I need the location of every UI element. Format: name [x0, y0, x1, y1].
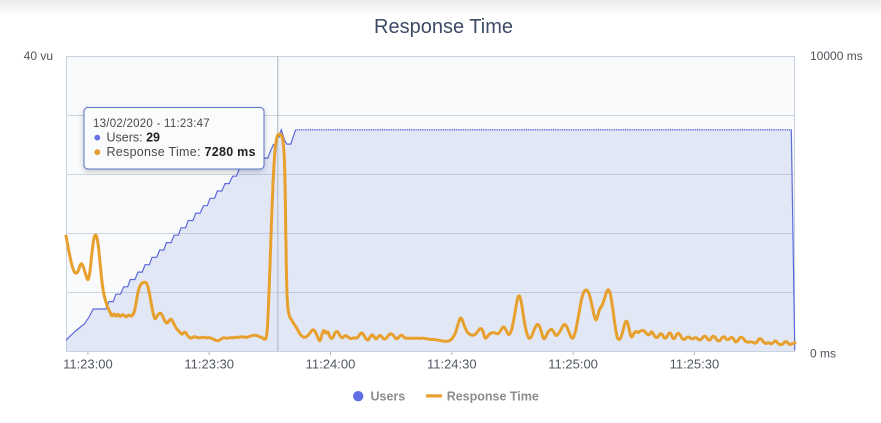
svg-text:10000 ms: 10000 ms: [810, 49, 863, 63]
svg-text:11:25:00: 11:25:00: [548, 357, 598, 372]
svg-text:Response Time: 7280 ms: Response Time: 7280 ms: [107, 145, 256, 159]
svg-text:Response Time: Response Time: [374, 16, 513, 38]
svg-text:Users: 29: Users: 29: [107, 131, 161, 145]
svg-text:11:23:30: 11:23:30: [184, 357, 234, 372]
svg-text:Users: Users: [371, 390, 406, 404]
svg-text:11:24:00: 11:24:00: [306, 357, 356, 372]
svg-text:11:23:00: 11:23:00: [63, 357, 113, 372]
svg-text:0 ms: 0 ms: [810, 347, 836, 361]
svg-text:11:24:30: 11:24:30: [427, 357, 477, 372]
svg-text:Response Time: Response Time: [447, 390, 539, 404]
svg-text:13/02/2020 - 11:23:47: 13/02/2020 - 11:23:47: [93, 118, 210, 130]
svg-text:11:25:30: 11:25:30: [670, 357, 720, 372]
svg-text:40 vu: 40 vu: [24, 49, 53, 63]
